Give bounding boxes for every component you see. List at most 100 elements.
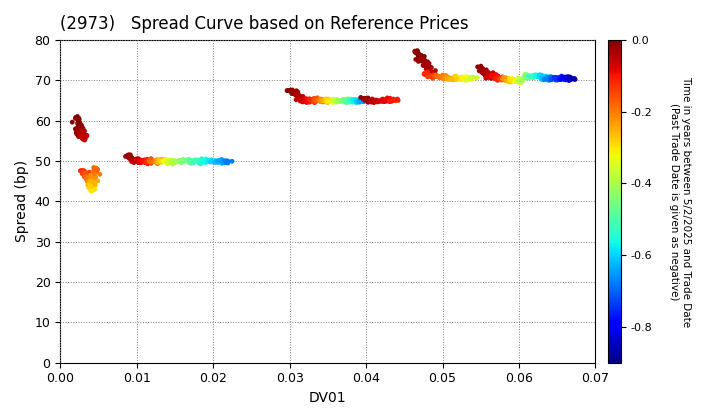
Point [78,167,89,174]
Point [338,99,350,105]
Point [506,76,518,83]
Point [416,56,428,63]
Point [379,97,391,104]
Point [438,72,449,79]
Point [545,75,557,81]
Point [475,67,487,74]
Point [359,95,371,102]
Point [166,158,178,165]
Point [515,77,526,84]
Point [528,73,540,79]
Point [126,156,138,163]
Point [418,55,429,62]
Point [460,77,472,84]
Point [307,96,319,102]
Point [513,75,524,82]
Point [362,99,374,105]
Point [318,97,329,103]
Point [502,78,513,84]
Point [86,177,97,184]
Point [282,87,293,94]
Point [164,158,176,165]
Point [526,74,537,80]
Point [343,97,354,103]
Point [208,158,220,165]
Point [168,157,180,164]
Point [461,73,472,80]
Point [87,173,99,179]
Point [361,97,372,104]
Point [386,97,397,104]
Point [336,97,348,104]
Point [305,96,316,103]
Point [443,74,454,80]
Point [500,77,512,84]
Point [549,74,561,81]
Point [308,95,320,102]
Y-axis label: Time in years between 5/2/2025 and Trade Date
(Past Trade Date is given as negat: Time in years between 5/2/2025 and Trade… [670,76,691,327]
Point [475,66,487,72]
Point [450,73,462,79]
Point [168,158,180,164]
Point [545,74,557,80]
Point [449,74,461,80]
Point [214,157,225,164]
Point [316,96,328,102]
Point [457,75,469,81]
Point [341,97,352,103]
Point [73,130,84,136]
Point [322,97,333,104]
Point [121,152,132,159]
Point [222,158,233,164]
Point [124,152,135,159]
Point [387,96,399,102]
Point [178,158,189,165]
Point [205,158,217,165]
Point [533,73,544,80]
Point [498,74,509,81]
Point [564,75,576,82]
Point [516,78,528,84]
Point [145,159,157,165]
Point [126,154,138,161]
Point [355,95,366,102]
Point [128,159,140,166]
Point [563,77,575,84]
Point [409,48,420,55]
Point [282,87,294,94]
Point [489,73,500,79]
Point [531,73,543,79]
Point [77,169,89,176]
Point [384,97,396,104]
Point [190,157,202,163]
Point [86,188,97,194]
Point [189,159,200,165]
Point [462,75,473,82]
Point [130,157,142,163]
Point [84,179,95,186]
Point [363,97,374,104]
Point [487,71,499,78]
Point [504,78,516,84]
Point [161,156,172,163]
Point [346,98,358,105]
Point [509,78,521,85]
Point [369,97,380,104]
Point [85,177,96,184]
Point [491,74,503,81]
Point [438,75,450,81]
Point [79,135,91,142]
Point [220,158,232,165]
Point [219,158,230,165]
Point [488,74,500,81]
Point [289,89,300,95]
Point [350,97,361,104]
Point [372,97,383,104]
Point [189,158,201,164]
Point [510,77,521,84]
Point [532,72,544,79]
Point [73,132,85,139]
Point [375,98,387,105]
Point [337,96,348,103]
Point [491,75,503,82]
